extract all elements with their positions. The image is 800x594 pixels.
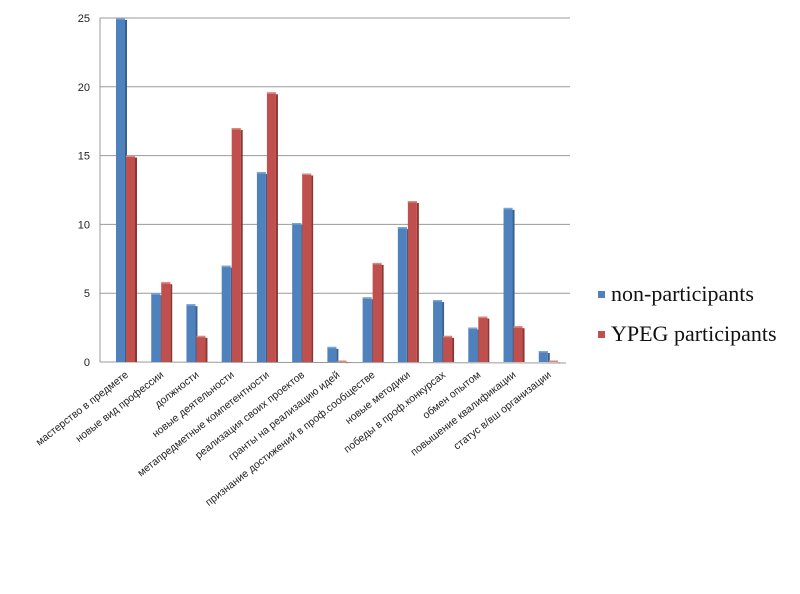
bar-non-participants	[538, 350, 548, 362]
y-tick-label: 5	[84, 288, 90, 300]
bar-top	[221, 265, 231, 268]
bar-non-participants	[151, 293, 161, 362]
bar-non-participants	[327, 346, 337, 362]
bar-side	[557, 362, 560, 364]
bar-side	[240, 130, 243, 362]
bar-side	[346, 362, 349, 364]
bar-top	[266, 92, 276, 94]
bar-ypeg-participants	[513, 326, 523, 362]
bar-side	[487, 318, 490, 362]
legend-swatch-ypeg-participants	[598, 330, 605, 338]
bar-ypeg-participants	[266, 92, 276, 362]
bar-side	[275, 94, 278, 362]
bar-top	[327, 346, 337, 349]
bar-side	[205, 337, 208, 362]
bar-non-participants	[503, 207, 513, 362]
bar-side	[512, 209, 515, 362]
legend-swatch-non-participants	[598, 290, 605, 298]
bar-ypeg-participants	[372, 262, 382, 362]
bar-ypeg-participants	[443, 335, 453, 362]
bar-ypeg-participants	[161, 282, 171, 362]
legend-label-non-participants: non-participants	[611, 281, 754, 306]
bar-top	[468, 327, 478, 330]
bar-non-participants	[221, 265, 231, 362]
bar-top	[186, 304, 196, 306]
bar-non-participants	[256, 172, 266, 362]
bar-non-participants	[362, 297, 372, 362]
bar-ypeg-participants	[196, 335, 206, 362]
legend: non-participants YPEG participants	[598, 274, 777, 354]
bar-non-participants	[186, 304, 196, 362]
bar-side	[170, 284, 173, 362]
bar-side	[442, 302, 445, 362]
bar-ypeg-participants	[407, 201, 417, 362]
bar-top	[337, 360, 347, 363]
legend-item-ypeg-participants: YPEG participants	[598, 314, 777, 354]
bar-top	[256, 172, 266, 174]
bar-side	[195, 306, 198, 362]
bar-non-participants	[433, 300, 443, 362]
bar-top	[513, 326, 523, 328]
bar-side	[336, 348, 339, 362]
bar-top	[538, 350, 548, 353]
bar-non-participants	[468, 327, 478, 362]
y-tick-label: 25	[78, 13, 90, 25]
legend-label-ypeg-participants: YPEG participants	[611, 321, 777, 346]
bar-non-participants	[397, 227, 407, 362]
bar-top	[433, 300, 443, 302]
bar-ypeg-participants	[478, 316, 488, 362]
bar-side	[547, 352, 550, 362]
bar-top	[548, 360, 558, 363]
bar-ypeg-participants	[126, 155, 135, 362]
bar-top	[397, 227, 407, 229]
bar-top	[407, 201, 417, 203]
bar-top	[478, 316, 488, 319]
bar-top	[362, 297, 372, 299]
bar-non-participants	[292, 223, 302, 362]
bar-top	[231, 128, 241, 130]
y-tick-label: 10	[78, 219, 90, 231]
y-tick-label: 15	[78, 151, 90, 163]
bar-top	[116, 18, 125, 20]
legend-item-non-participants: non-participants	[598, 274, 777, 314]
y-tick-label: 0	[84, 357, 90, 369]
bar-non-participants	[116, 18, 125, 362]
bar-side	[522, 328, 525, 362]
bar-side	[135, 157, 137, 362]
bar-top	[292, 223, 302, 225]
bar-top	[372, 262, 382, 265]
bar-top	[302, 173, 312, 175]
bar-top	[151, 293, 161, 295]
bar-ypeg-participants	[302, 173, 312, 362]
x-axis-line	[99, 361, 567, 364]
bar-side	[452, 337, 455, 362]
bar-side	[416, 203, 419, 362]
bar-side	[381, 264, 384, 362]
bar-top	[503, 207, 513, 210]
bar-top	[161, 282, 171, 284]
bar-side	[311, 175, 314, 362]
bar-top	[443, 335, 453, 338]
bar-top	[126, 155, 135, 158]
y-tick-label: 20	[78, 82, 90, 94]
bar-ypeg-participants	[231, 128, 241, 362]
bar-top	[196, 335, 206, 338]
